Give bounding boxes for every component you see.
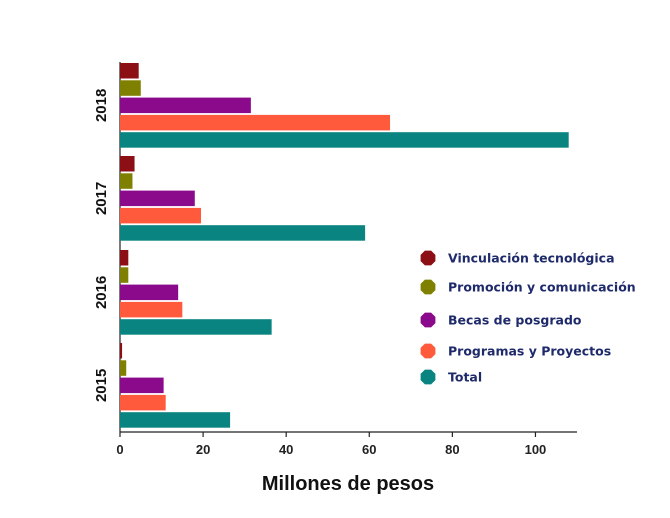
x-tick-label: 0 [116,442,123,457]
bar-2018-series-0 [120,63,139,79]
x-ticks-group: 0 20 40 60 80 100 [116,432,546,457]
bar-2017-series-4 [120,225,366,241]
x-tick-label: 20 [196,442,210,457]
bar-2018-series-3 [120,114,391,131]
category-label-2017: 2017 [93,182,110,215]
bar-2017-series-2 [120,190,195,207]
x-tick-label: 40 [279,442,293,457]
category-labels-group: 2015 2016 2017 2018 [93,89,110,402]
bar-2015-series-3 [120,394,166,411]
legend-label-3: Programas y Proyectos [448,344,611,359]
x-tick-label: 60 [362,442,376,457]
x-axis-title: Millones de pesos [262,473,434,495]
category-label-2018: 2018 [93,89,110,122]
bar-2015-series-0 [120,343,123,359]
legend-marker-2 [420,312,436,328]
bar-2016-series-0 [120,250,129,266]
bar-2016-series-3 [120,301,183,318]
bar-2018-series-2 [120,97,251,114]
legend-marker-0 [420,250,436,266]
legend-marker-3 [420,343,436,359]
legend-label-2: Becas de posgrado [448,313,582,328]
category-label-2015: 2015 [93,369,110,402]
bar-2016-series-1 [120,267,129,283]
bar-2017-series-0 [120,156,135,172]
legend-label-1: Promoción y comunicación [448,280,636,295]
legend: Vinculación tecnológica Promoción y comun… [420,250,636,385]
bar-2015-series-2 [120,377,164,394]
bar-2016-series-4 [120,319,272,335]
legend-label-4: Total [448,370,482,385]
bar-2018-series-4 [120,132,569,148]
bar-2017-series-3 [120,207,202,224]
x-tick-label: 100 [525,442,547,457]
category-label-2016: 2016 [93,276,110,309]
legend-label-0: Vinculación tecnológica [448,251,615,266]
bar-2017-series-1 [120,173,133,189]
bar-2015-series-4 [120,412,231,428]
legend-marker-4 [420,369,436,385]
bar-2018-series-1 [120,80,141,96]
bar-2016-series-2 [120,284,179,301]
bars-group [120,63,569,428]
bar-2015-series-1 [120,360,127,376]
legend-marker-1 [420,279,436,295]
x-tick-label: 80 [445,442,459,457]
